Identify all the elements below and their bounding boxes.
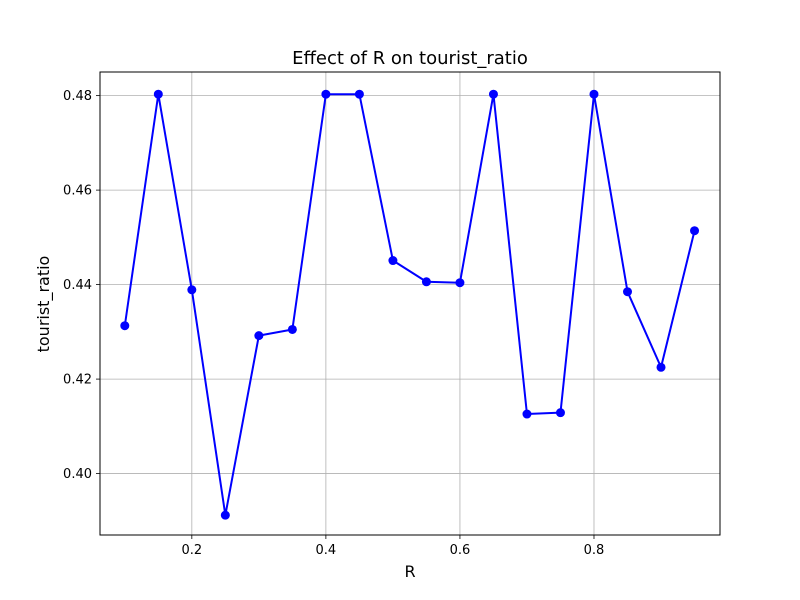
data-point (623, 287, 633, 297)
data-point (455, 278, 465, 288)
plot-frame (99, 71, 721, 536)
data-point (488, 89, 498, 99)
data-point (522, 409, 532, 419)
y-tick-label: 0.42 (63, 373, 92, 388)
y-tick-label: 0.44 (63, 278, 92, 293)
series-line (123, 93, 696, 517)
data-point (321, 89, 331, 99)
x-tick-label: 0.2 (181, 543, 202, 558)
data-point (690, 226, 700, 236)
x-tick-label: 0.8 (584, 543, 605, 558)
y-tick-label: 0.46 (63, 184, 92, 199)
x-tick-label: 0.6 (450, 543, 471, 558)
y-tick-label: 0.48 (63, 89, 92, 104)
data-point (656, 362, 666, 372)
data-point (153, 89, 163, 99)
data-point (354, 89, 364, 99)
data-point (388, 256, 398, 266)
data-point (555, 408, 565, 418)
x-axis-label: R (404, 562, 415, 581)
y-axis-label: tourist_ratio (34, 256, 54, 353)
grid (100, 72, 720, 535)
data-point (589, 89, 599, 99)
data-point (120, 321, 130, 331)
data-point (220, 510, 230, 520)
ticks: 0.2 0.4 0.6 0.8 0.40 0.42 0.44 0.46 0.48 (63, 89, 604, 558)
data-point (187, 285, 197, 295)
data-point (421, 277, 431, 287)
series-layer (120, 89, 700, 520)
y-tick-label: 0.40 (63, 467, 92, 482)
x-tick-label: 0.4 (316, 543, 337, 558)
chart-title: Effect of R on tourist_ratio (292, 48, 528, 69)
data-point (254, 331, 264, 341)
data-point (287, 324, 297, 334)
